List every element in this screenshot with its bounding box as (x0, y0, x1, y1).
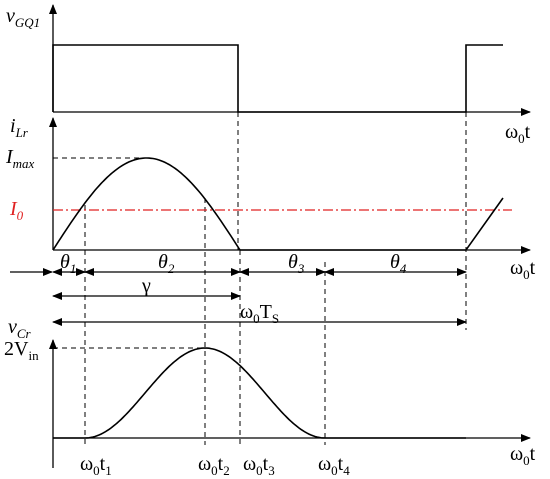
v-gq1-label: vGQ1 (6, 5, 40, 30)
text-part: t (218, 453, 224, 475)
time-label: ω0t1 (80, 453, 112, 478)
text-part: i (10, 115, 16, 137)
axis-label: ω0t (510, 257, 536, 282)
subscript: 0 (523, 267, 530, 282)
time-label: ω0t4 (318, 453, 350, 478)
theta-label: θ2 (158, 251, 175, 276)
text-part: t (530, 443, 536, 465)
subscript: 0 (256, 463, 263, 478)
text-part: 2V (4, 338, 29, 360)
i-max-label: Imax (5, 146, 35, 171)
capacitor-voltage (53, 347, 466, 439)
text-part: ω (318, 453, 331, 475)
axes (49, 4, 531, 468)
theta-label: θ1 (60, 251, 76, 276)
text-part: θ (390, 251, 400, 273)
time-label: ω0t2 (198, 453, 230, 478)
subscript: max (13, 156, 35, 171)
dashed-guides (53, 112, 467, 445)
subscript: 2 (168, 261, 175, 276)
text-part: I (5, 146, 14, 168)
text-part: ω (240, 301, 253, 323)
text-part: ω (510, 257, 523, 279)
subscript: 2 (223, 463, 230, 478)
text-part: t (263, 453, 269, 475)
theta-label: θ3 (288, 251, 305, 276)
subscript: 1 (70, 261, 77, 276)
text-part: t (525, 121, 531, 143)
theta-label: θ4 (390, 251, 407, 276)
subscript: 0 (331, 463, 338, 478)
text-part: v (6, 5, 15, 27)
subscript: S (272, 311, 279, 326)
inductor-current (52, 157, 504, 251)
axis-label: ω0t (505, 121, 531, 146)
axis-label: ω0t (510, 443, 536, 468)
subscript: Cr (17, 326, 32, 341)
subscript: Lr (15, 125, 29, 140)
subscript: in (28, 348, 39, 363)
text-part: ω (243, 453, 256, 475)
text-part: θ (158, 251, 168, 273)
gate-signal (52, 44, 503, 113)
i0-label: I0 (9, 198, 24, 223)
text-part: ω (510, 443, 523, 465)
time-label: ω0t3 (243, 453, 275, 478)
period-label: ω0TS (240, 301, 279, 326)
subscript: 4 (400, 261, 407, 276)
two-vin-label: 2Vin (4, 338, 39, 363)
text-part: t (530, 257, 536, 279)
text-part: T (260, 301, 272, 323)
text-part: γ (141, 275, 151, 297)
subscript: 0 (17, 208, 24, 223)
subscript: 0 (253, 311, 260, 326)
text-part: ω (198, 453, 211, 475)
text-part: θ (60, 251, 70, 273)
subscript: GQ1 (15, 15, 40, 30)
subscript: 0 (518, 131, 525, 146)
text-part: v (8, 316, 17, 338)
text-part: t (338, 453, 344, 475)
text-part: ω (80, 453, 93, 475)
subscript: 0 (93, 463, 100, 478)
subscript: 0 (523, 453, 530, 468)
gamma-label: γ (141, 275, 151, 297)
text-part: θ (288, 251, 298, 273)
text-part: t (100, 453, 106, 475)
subscript: 1 (105, 463, 112, 478)
subscript: 3 (297, 261, 305, 276)
i-lr-label: iLr (10, 115, 29, 140)
subscript: 4 (343, 463, 350, 478)
v-cr-label: vCr (8, 316, 32, 341)
subscript: 3 (268, 463, 275, 478)
text-part: I (9, 198, 18, 220)
interval-arrows (10, 268, 467, 326)
text-part: ω (505, 121, 518, 143)
subscript: 0 (211, 463, 218, 478)
